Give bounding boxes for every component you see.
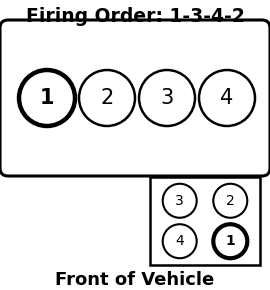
Text: 4: 4 bbox=[220, 88, 234, 108]
Bar bbox=[150, 177, 260, 265]
Text: 4: 4 bbox=[175, 234, 184, 248]
Text: 2: 2 bbox=[226, 194, 235, 208]
Text: 3: 3 bbox=[160, 88, 174, 108]
Text: Front of Vehicle: Front of Vehicle bbox=[55, 271, 215, 289]
Text: 2: 2 bbox=[100, 88, 114, 108]
Text: Firing Order: 1-3-4-2: Firing Order: 1-3-4-2 bbox=[26, 6, 244, 26]
Text: 1: 1 bbox=[40, 88, 54, 108]
FancyBboxPatch shape bbox=[0, 20, 270, 176]
Text: 1: 1 bbox=[225, 234, 235, 248]
Text: 3: 3 bbox=[175, 194, 184, 208]
